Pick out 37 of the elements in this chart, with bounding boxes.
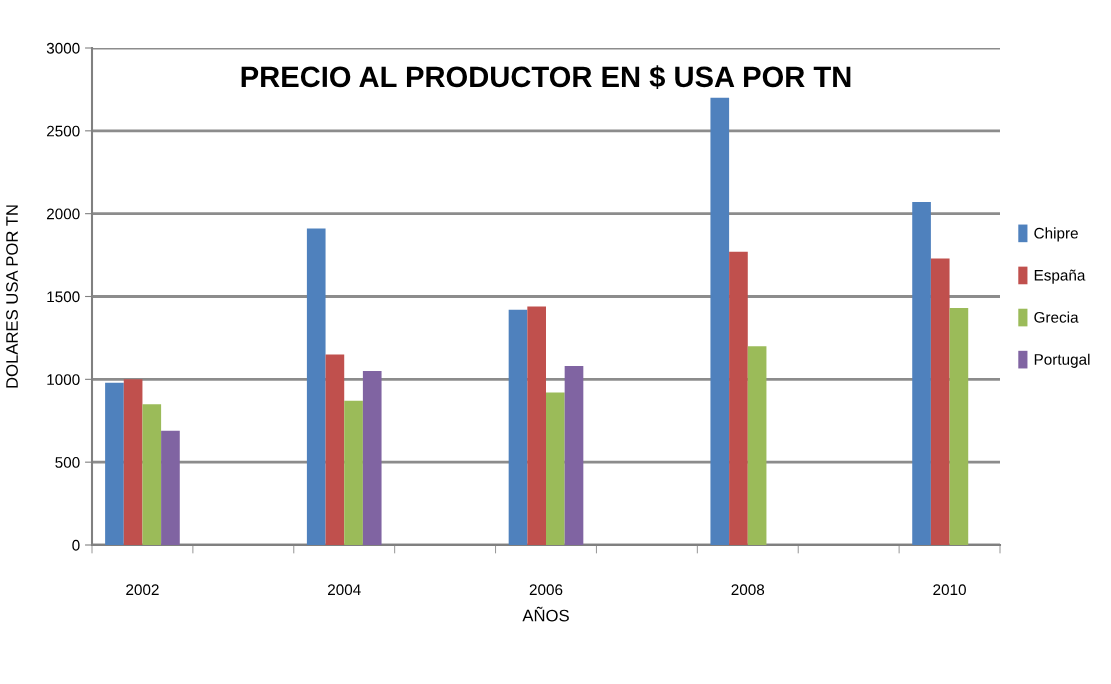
- legend-label: España: [1034, 269, 1086, 284]
- x-tick-label: 2004: [328, 584, 361, 596]
- legend-label: Grecia: [1034, 311, 1079, 323]
- bar: [161, 430, 180, 545]
- bar: [123, 379, 143, 545]
- bar: [912, 202, 931, 545]
- legend-label: Chipre: [1034, 227, 1078, 242]
- y-tick-label: 3000: [46, 42, 80, 54]
- bar: [747, 346, 767, 545]
- bar: [546, 392, 565, 545]
- bar: [306, 228, 326, 545]
- x-tick-label: 2010: [933, 584, 966, 596]
- bar: [527, 306, 546, 545]
- y-tick-label: 2000: [46, 208, 80, 220]
- bar: [344, 400, 363, 545]
- bar: [325, 354, 345, 545]
- y-tick-label: 0: [72, 539, 80, 551]
- y-tick-label: 2500: [46, 125, 80, 137]
- legend-label: Portugal: [1034, 353, 1090, 368]
- y-tick-label: 1500: [47, 291, 80, 303]
- bar: [142, 404, 162, 545]
- bar: [930, 258, 950, 545]
- bar: [729, 251, 748, 545]
- x-axis-title: AÑOS: [522, 606, 569, 622]
- x-tick-label: 2008: [731, 584, 765, 596]
- bar: [508, 309, 528, 545]
- y-tick-label: 1000: [47, 374, 80, 386]
- bar: [949, 308, 969, 545]
- chart-title: PRECIO AL PRODUCTOR EN $ USA POR TN: [241, 65, 851, 90]
- x-tick-label: 2002: [126, 584, 159, 596]
- bar: [105, 382, 124, 545]
- bar: [710, 97, 730, 545]
- y-axis-title: DOLARES USA POR TN: [6, 205, 18, 388]
- x-tick-label: 2006: [529, 584, 563, 596]
- bar: [564, 366, 584, 545]
- bar: [362, 371, 382, 545]
- y-tick-label: 500: [55, 457, 80, 468]
